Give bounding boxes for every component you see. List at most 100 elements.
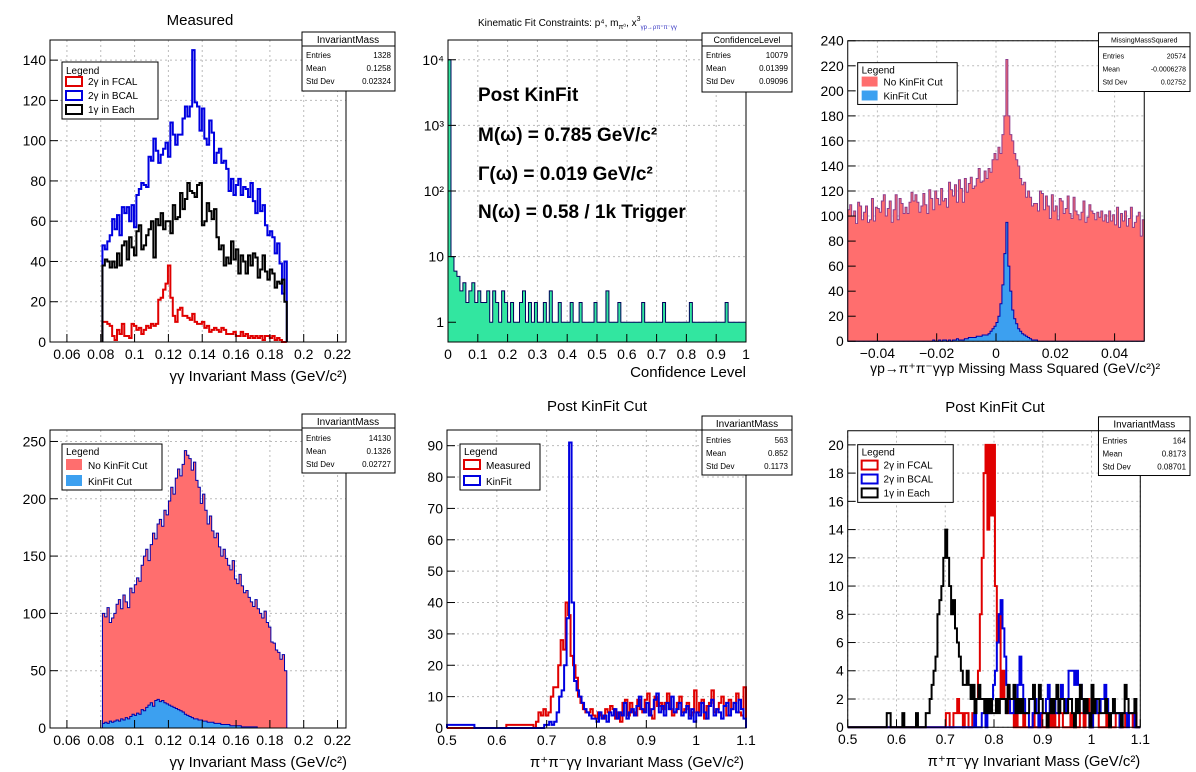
chart-post-kinfit-cut-measured: 0.5 0.6 0.7 0.8 0.9 1 1.1 0 10 20 30 40 50 60 70 80 90 P…: [427, 398, 793, 771]
y-tick-label: 80: [427, 469, 443, 485]
svg-text:Entries: Entries: [706, 51, 731, 60]
plot-frame: [49, 39, 347, 343]
series-layer: [101, 49, 288, 343]
x-tick-label: 0.2: [294, 346, 314, 362]
series-confidence-level: [447, 59, 747, 342]
stats-mean: 0.01399: [759, 64, 788, 73]
legend-item-kinfit: KinFit Cut: [884, 91, 928, 102]
svg-text:Entries: Entries: [1102, 54, 1124, 61]
y-tick-label: 100: [821, 208, 844, 224]
x-tick-label: 0.18: [256, 732, 283, 748]
stats-entries: 10079: [766, 51, 789, 60]
axis-layer: −0.04 −0.02 0 0.02 0.04 0 20 40 60 80 100 120 140 160…: [821, 33, 1129, 361]
x-tick-label: 0.9: [637, 732, 657, 748]
stats-std: 0.09096: [759, 77, 788, 86]
y-tick-label: 16: [828, 493, 844, 509]
x-tick-label: 0.22: [324, 346, 351, 362]
y-tick-label: 40: [30, 253, 46, 269]
axis-layer: 0.5 0.6 0.7 0.8 0.9 1 1.1 0 10 20 30 40 50 60 70 80 90: [427, 438, 756, 748]
legend-item-measured: Measured: [486, 461, 530, 472]
svg-text:Mean: Mean: [706, 64, 726, 73]
x-tick-label: −0.04: [860, 345, 895, 361]
x-tick-label: 0.9: [706, 346, 726, 362]
y-tick-label: 150: [23, 548, 47, 564]
chart-title: Post KinFit Cut: [547, 398, 648, 415]
annotation-width: Γ(ω) = 0.019 GeV/c²: [478, 164, 653, 185]
stats-std: 0.1173: [764, 462, 788, 471]
y-tick-label: 10⁴: [422, 52, 444, 68]
legend: Legend 2γ in FCAL 2γ in BCAL 1γ in Each: [857, 444, 954, 503]
svg-text:Entries: Entries: [1102, 437, 1127, 446]
y-tick-label: 160: [821, 133, 844, 149]
x-tick-label: 0.3: [528, 346, 548, 362]
stats-std: 0.02727: [362, 460, 391, 469]
legend-item-bcal: 2γ in BCAL: [88, 91, 138, 102]
legend-item-kinfit: KinFit Cut: [88, 477, 132, 488]
chart-invariant-mass-kinfit: 0.06 0.08 0.1 0.12 0.14 0.16 0.18 0.2 0.22 0 50 100…: [23, 413, 396, 771]
legend-item-kinfit: KinFit: [486, 477, 512, 488]
x-axis-label: π⁺π⁻γγ Invariant Mass (GeV/c²): [530, 754, 744, 771]
stats-entries: 1328: [373, 51, 391, 60]
x-tick-label: 0.02: [1042, 345, 1069, 361]
y-tick-label: 240: [821, 33, 844, 49]
chart-pad-measured: 0.06 0.08 0.1 0.12 0.14 0.16 0.18 0.2 0.22 0 20 40 6…: [0, 0, 398, 386]
axis-layer: 0.06 0.08 0.1 0.12 0.14 0.16 0.18 0.2 0.22 0 20 40 6…: [23, 52, 352, 362]
chart-pad-confidence-level: 0 0.1 0.2 0.3 0.4 0.5 0.6 0.7 0.8 0.9 1 1 10 10² 10³ 10…: [398, 0, 796, 386]
svg-text:Std Dev: Std Dev: [706, 77, 734, 86]
svg-text:Mean: Mean: [1102, 67, 1120, 74]
y-tick-label: 80: [828, 233, 844, 249]
x-tick-label: 0: [992, 345, 1000, 361]
x-tick-label: 0.2: [498, 346, 518, 362]
x-tick-label: 0.7: [936, 731, 956, 747]
stats-box: InvariantMass Entries 563 Mean 0.852 Std…: [701, 415, 793, 476]
x-axis-label: γγ Invariant Mass (GeV/c²): [169, 368, 347, 385]
svg-text:Mean: Mean: [306, 447, 326, 456]
annotation-mass: M(ω) = 0.785 GeV/c²: [478, 125, 657, 146]
chart-title: Kinematic Fit Constraints: p⁴, mπ⁰, x3γp…: [478, 16, 677, 31]
y-tick-label: 0: [435, 720, 443, 736]
legend: Legend 2γ in FCAL 2γ in BCAL 1γ in Each: [61, 61, 159, 120]
chart-title: Post KinFit Cut: [945, 399, 1045, 416]
x-tick-label: 1: [742, 346, 750, 362]
stats-name: InvariantMass: [317, 417, 379, 428]
stats-entries: 563: [775, 436, 789, 445]
x-tick-label: 0.9: [1033, 731, 1053, 747]
x-tick-label: 0.6: [487, 732, 507, 748]
x-tick-label: 0.8: [984, 731, 1004, 747]
x-tick-label: 0.16: [222, 346, 249, 362]
series-kinfit-cut: [101, 698, 287, 729]
stats-name: InvariantMass: [716, 419, 778, 430]
stats-std: 0.02752: [1161, 80, 1186, 87]
y-tick-label: 140: [23, 52, 47, 68]
y-tick-label: 0: [38, 720, 46, 736]
x-tick-label: 0.12: [155, 732, 182, 748]
y-tick-label: 50: [30, 663, 46, 679]
x-axis-label: γp→π⁺π⁻γγp Missing Mass Squared (GeV/c²)…: [870, 360, 1160, 376]
chart-pad-invariant-mass-kinfit: 0.06 0.08 0.1 0.12 0.14 0.16 0.18 0.2 0.22 0 50 100…: [0, 386, 398, 772]
legend-item-fcal: 2γ in FCAL: [884, 461, 934, 472]
x-tick-label: 0.06: [53, 346, 80, 362]
svg-text:Std Dev: Std Dev: [306, 460, 334, 469]
x-tick-label: 0.1: [468, 346, 488, 362]
y-tick-label: 200: [23, 491, 47, 507]
y-tick-label: 50: [427, 563, 443, 579]
stats-entries: 14130: [369, 434, 392, 443]
x-tick-label: −0.02: [919, 345, 954, 361]
y-tick-label: 6: [836, 635, 844, 651]
y-tick-label: 20: [828, 437, 844, 453]
x-tick-label: 1.1: [1131, 731, 1151, 747]
y-tick-label: 20: [30, 294, 46, 310]
y-tick-label: 30: [427, 626, 443, 642]
y-tick-label: 10²: [424, 183, 445, 199]
x-axis-label: Confidence Level: [630, 364, 746, 381]
y-tick-label: 8: [836, 606, 844, 622]
x-tick-label: 0: [444, 346, 452, 362]
legend-item-each: 1γ in Each: [88, 105, 135, 116]
y-tick-label: 1: [436, 314, 444, 330]
stats-mean: 0.1326: [367, 447, 392, 456]
y-tick-label: 2: [836, 691, 844, 707]
svg-text:Mean: Mean: [706, 449, 726, 458]
y-tick-label: 10: [428, 249, 444, 265]
stats-mean: 0.852: [768, 449, 789, 458]
chart-pad-post-kinfit-cut-measured: 0.5 0.6 0.7 0.8 0.9 1 1.1 0 10 20 30 40 50 60 70 80 90 P…: [398, 386, 796, 772]
